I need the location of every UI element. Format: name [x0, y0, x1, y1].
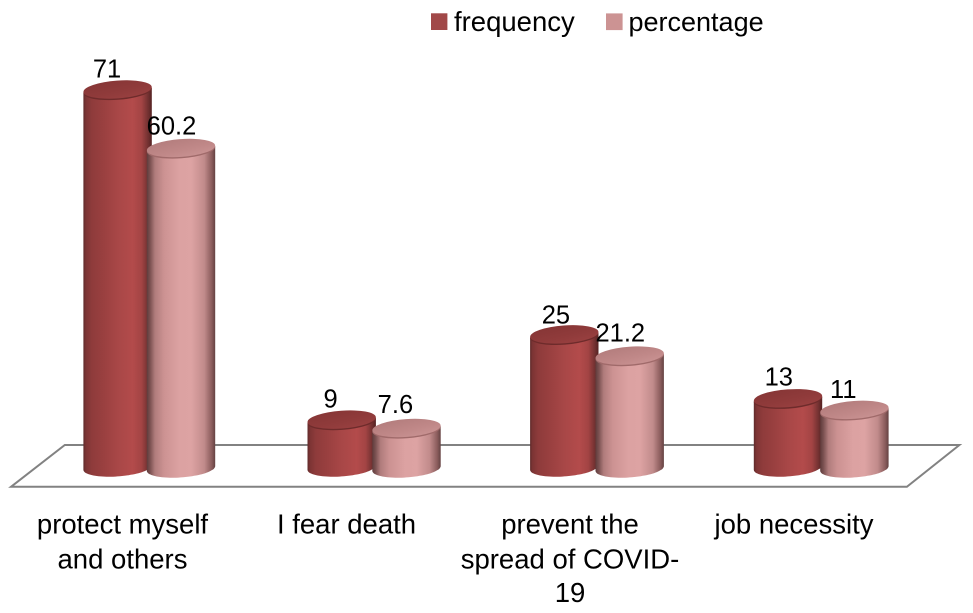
svg-text:19: 19	[555, 577, 586, 608]
svg-text:21.2: 21.2	[595, 320, 645, 348]
svg-text:and others: and others	[58, 544, 188, 575]
svg-text:60.2: 60.2	[147, 113, 197, 141]
svg-text:11: 11	[830, 376, 856, 404]
svg-text:spread of COVID-: spread of COVID-	[461, 544, 680, 575]
svg-text:protect myself: protect myself	[37, 509, 209, 540]
svg-text:25: 25	[542, 302, 570, 330]
svg-text:prevent the: prevent the	[501, 509, 639, 540]
svg-text:13: 13	[765, 364, 793, 392]
svg-text:7.6: 7.6	[378, 391, 413, 419]
svg-text:9: 9	[324, 386, 338, 414]
svg-text:frequency: frequency	[454, 6, 575, 37]
svg-text:71: 71	[93, 55, 121, 83]
svg-text:job necessity: job necessity	[714, 509, 874, 540]
svg-text:percentage: percentage	[629, 7, 764, 37]
svg-text:I fear death: I fear death	[277, 509, 416, 540]
